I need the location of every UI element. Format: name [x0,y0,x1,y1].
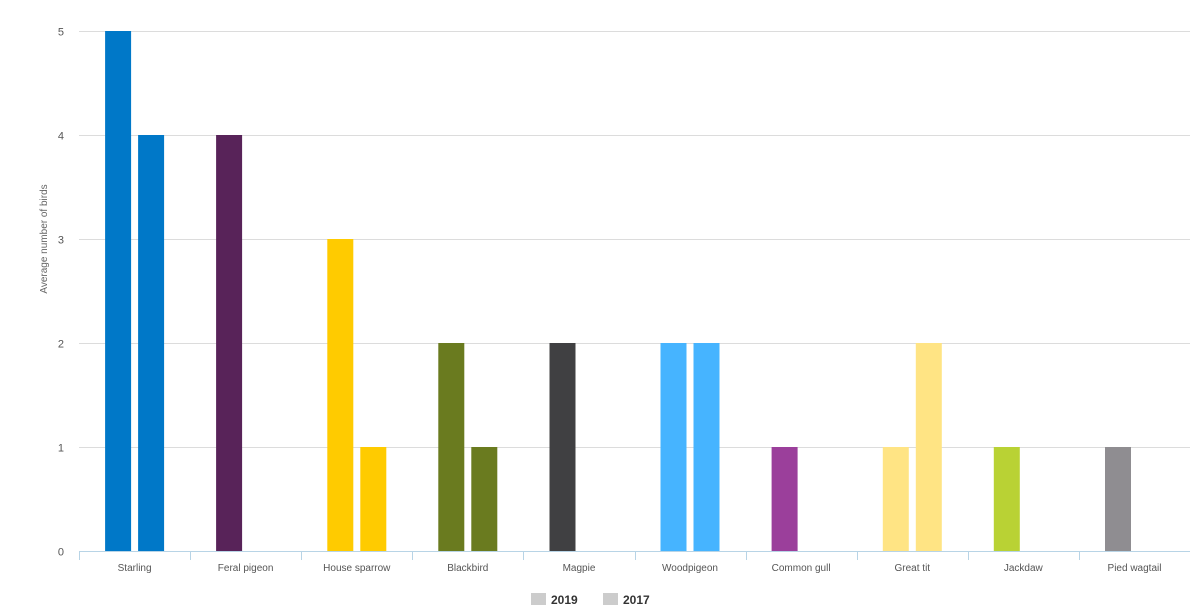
x-tick-label: Great tit [895,563,931,574]
legend-item-2017[interactable]: 2017 [603,593,650,607]
bar-common-gull-2019[interactable] [771,447,798,551]
y-tick-label: 1 [58,443,64,455]
bar-blackbird-2017[interactable] [471,447,498,551]
y-tick-label: 5 [58,27,64,39]
x-axis-ticks: Starling Feral pigeon House sparrow Blackbi… [79,551,1162,574]
bar-starling-2017[interactable] [138,135,165,551]
y-tick-label: 3 [58,235,64,247]
x-tick-label: Starling [118,563,152,574]
y-tick-label: 2 [58,339,64,351]
x-tick-label: Common gull [772,563,831,574]
gridlines [79,31,1190,448]
legend-item-2019[interactable]: 2019 [531,593,578,607]
bar-woodpigeon-2019[interactable] [660,343,687,551]
legend: 2019 2017 [531,593,650,607]
y-tick-label: 0 [58,547,64,559]
bar-great-tit-2019[interactable] [882,447,909,551]
bar-magpie-2019[interactable] [549,343,576,551]
bar-woodpigeon-2017[interactable] [693,343,720,551]
bar-jackdaw-2019[interactable] [993,447,1020,551]
x-tick-label: Woodpigeon [662,563,718,574]
legend-swatch [531,593,546,605]
x-tick-label: Magpie [563,563,596,574]
y-tick-label: 4 [58,131,64,143]
x-tick-label: House sparrow [323,563,391,574]
x-tick-label: Feral pigeon [218,563,274,574]
bar-starling-2019[interactable] [105,31,132,551]
bars [105,31,1131,551]
y-axis-title: Average number of birds [39,184,50,293]
x-tick-label: Blackbird [447,563,488,574]
x-tick-label: Pied wagtail [1108,563,1162,574]
x-tick-label: Jackdaw [1004,563,1044,574]
legend-label: 2017 [623,593,650,607]
bar-house-sparrow-2017[interactable] [360,447,387,551]
y-axis-ticks: 0 1 2 3 4 5 [58,27,64,559]
bar-pied-wagtail-2019[interactable] [1105,447,1131,551]
bar-feral-pigeon-2019[interactable] [216,135,243,551]
legend-swatch [603,593,618,605]
bar-great-tit-2017[interactable] [915,343,942,551]
legend-label: 2019 [551,593,578,607]
bar-blackbird-2019[interactable] [438,343,465,551]
bar-house-sparrow-2019[interactable] [327,239,354,551]
